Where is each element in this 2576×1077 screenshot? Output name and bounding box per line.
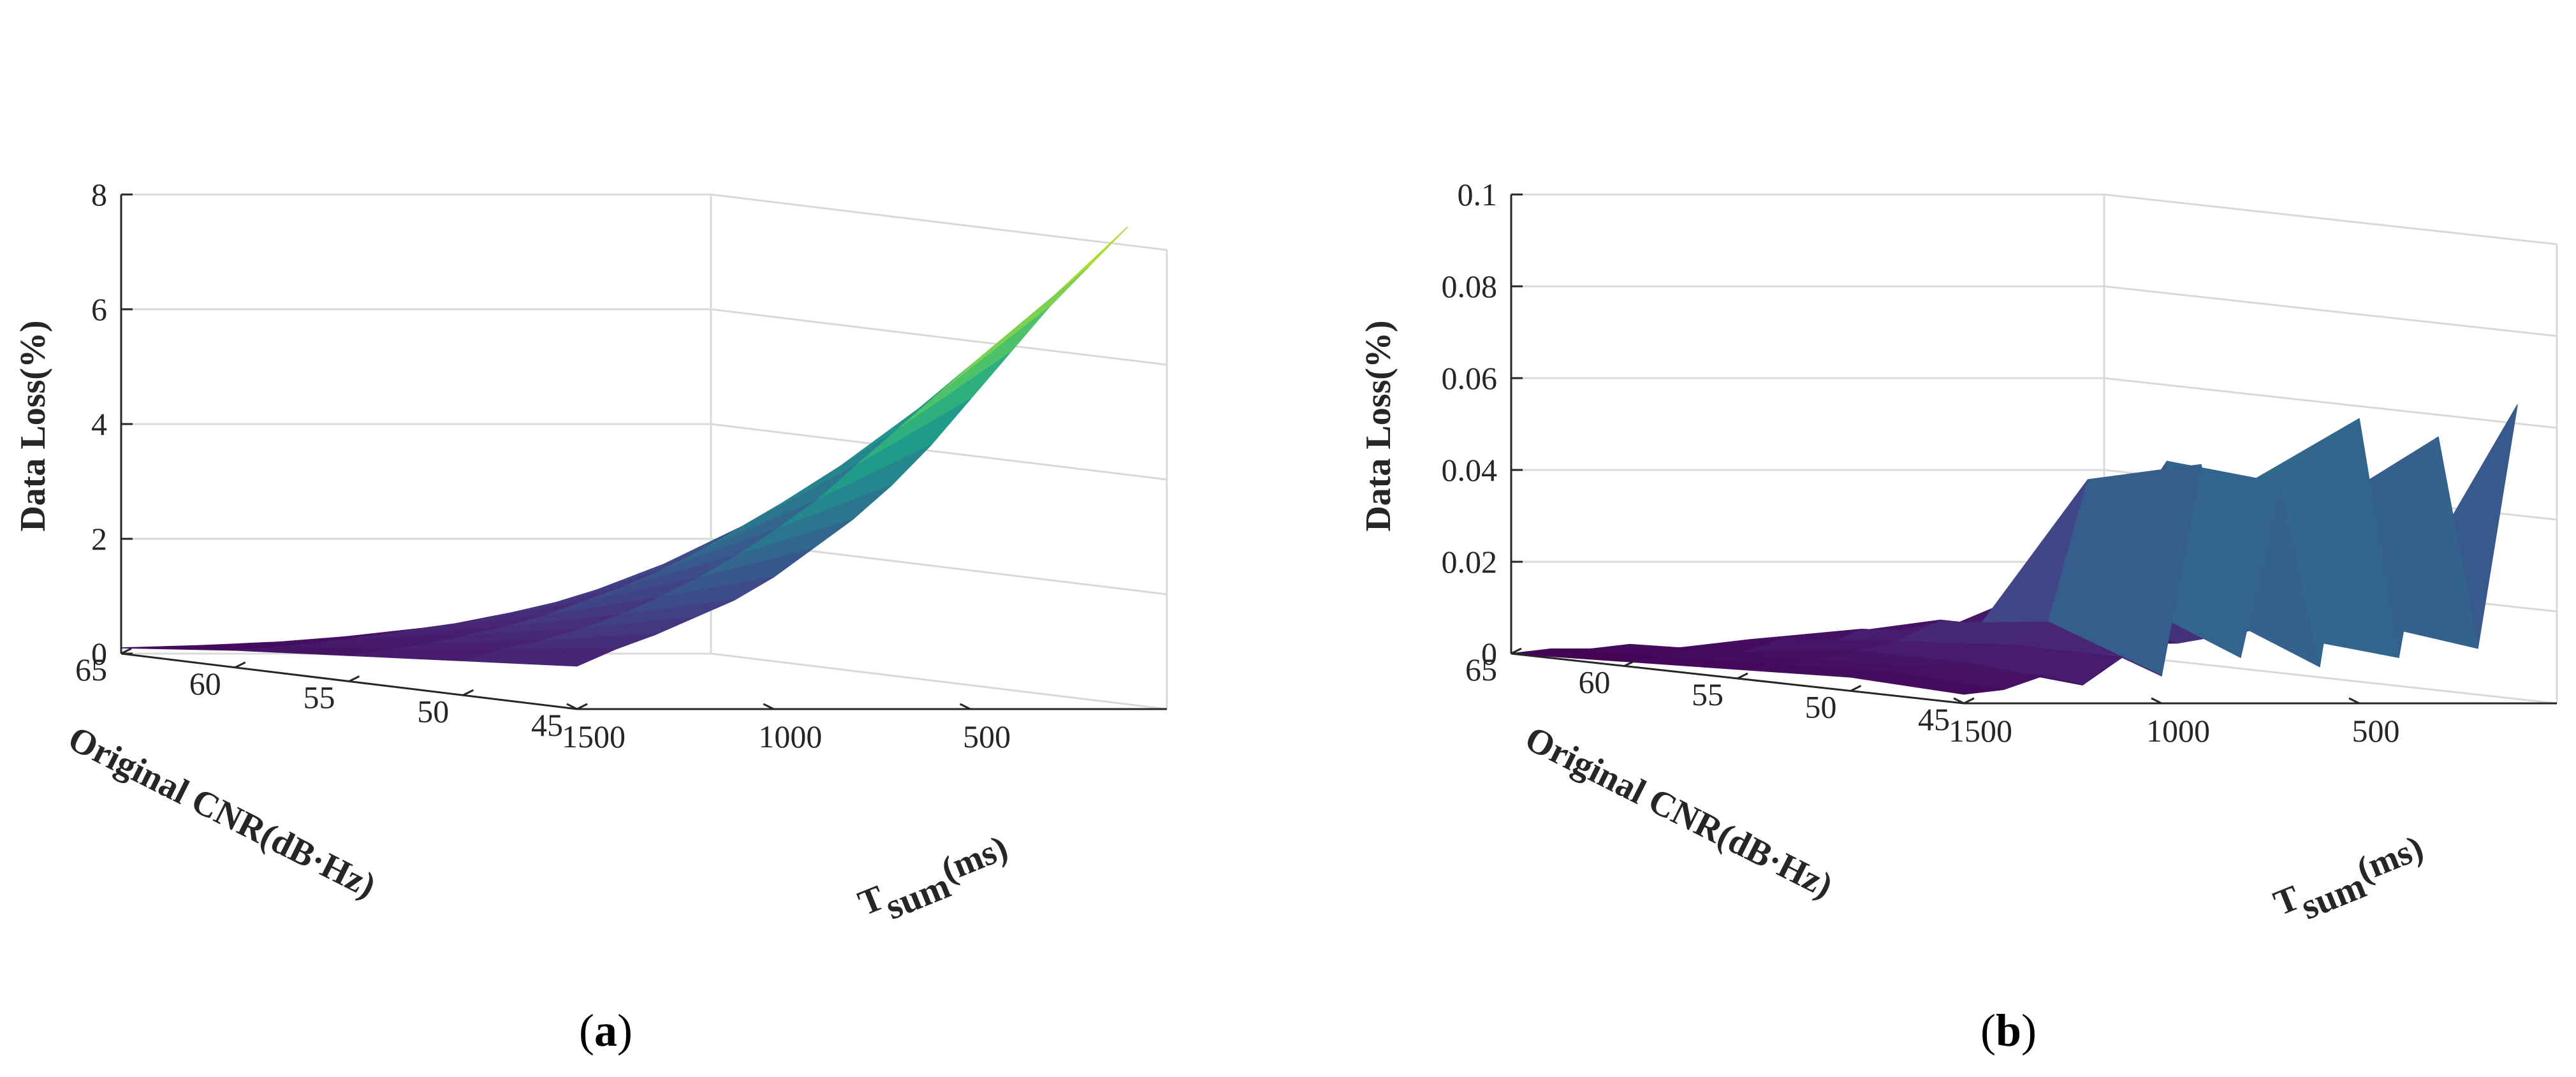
panel-b-surface-patch xyxy=(1850,671,2004,695)
panel-a-x-axis-label: Tsum(ms) xyxy=(853,828,1018,936)
panel-a-x-tick xyxy=(566,703,578,710)
panel-a-z-gridline xyxy=(121,423,1167,481)
panel-b-y-tick-label: 55 xyxy=(1692,677,1723,712)
panel-b-axes: 0 0.02 0.04 0.06 0.08 0.1 45 50 55 60 65 500 1000 150… xyxy=(1442,177,2557,749)
panel-a-surface xyxy=(121,226,1129,667)
panel-a-y-tick-label: 65 xyxy=(75,652,107,687)
panel-b-x-axis-label-unit: (ms) xyxy=(2352,828,2429,890)
panel-b-y-axis-label: Original CNR(dB·Hz) xyxy=(1519,719,1839,906)
panel-a-z-gridline xyxy=(121,193,1167,251)
panel-b-z-gridline xyxy=(1511,377,2558,429)
panel-b-caption: (b) xyxy=(1980,1005,2037,1056)
panel-a-y-tick xyxy=(121,647,132,655)
panel-b-x-tick-label: 1500 xyxy=(1949,713,2012,749)
panel-b-y-tick xyxy=(1511,647,1522,655)
panel-b-x-tick xyxy=(2348,697,2360,705)
panel-a-x-tick xyxy=(763,703,775,710)
panel-a-y-axis-label: Original CNR(dB·Hz) xyxy=(62,719,382,906)
panel-a-y-tick-label: 55 xyxy=(304,680,335,715)
panel-b-z-tick-label: 0.08 xyxy=(1442,268,1498,304)
panel-b-z-tick-label: 0.04 xyxy=(1442,452,1498,488)
panel-a-axes: 0 2 4 6 8 45 50 55 60 65 500 1000 1500 xyxy=(75,177,1167,754)
panel-a-x-tick-label: 1500 xyxy=(562,719,626,754)
panel-a-y-tick xyxy=(462,689,474,696)
panel-b-z-tick-label: 0.02 xyxy=(1442,544,1498,580)
panel-b-y-tick xyxy=(1963,697,1975,705)
panel-a-z-tick-label: 0 xyxy=(91,636,107,671)
panel-a-z-tick-label: 8 xyxy=(91,177,107,212)
panel-a-y-tick xyxy=(235,661,246,669)
panel-b-surface xyxy=(1511,404,2518,695)
panel-a-x-tick-label: 1000 xyxy=(758,719,822,754)
panel-b-y-tick xyxy=(1850,685,1862,692)
panel-b-y-tick xyxy=(1623,660,1636,667)
panel-b-y-tick-label: 50 xyxy=(1805,689,1837,725)
panel-a-surface-patch xyxy=(934,267,1089,398)
panel-b-x-tick xyxy=(2151,697,2162,705)
panel-b-z-tick-label: 0 xyxy=(1481,636,1497,671)
panel-b-y-tick-label: 45 xyxy=(1918,701,1950,737)
panel-a-caption-letter: a xyxy=(594,1005,617,1056)
panel-a-x-axis-label-unit: (ms) xyxy=(936,828,1013,890)
panel-a-surface-patch xyxy=(462,648,617,667)
panel-a-surface-patch xyxy=(856,353,1011,467)
panel-a-y-tick xyxy=(348,675,360,682)
panel-b-z-gridline xyxy=(1511,193,2558,245)
panel-b-caption-letter: b xyxy=(1996,1005,2021,1056)
panel-a-y-tick-label: 45 xyxy=(531,707,563,743)
panel-b-z-axis-label: Data Loss(%) xyxy=(1359,320,1398,531)
panel-a-surface-patch xyxy=(974,226,1129,363)
panel-b-x-tick xyxy=(1953,697,1965,705)
panel-a-caption: (a) xyxy=(579,1005,633,1056)
panel-b: 0 0.02 0.04 0.06 0.08 0.1 45 50 55 60 65 500 1000 150… xyxy=(1359,177,2558,1056)
panel-a-z-tick-label: 6 xyxy=(91,291,107,327)
panel-b-z-tick-label: 0.06 xyxy=(1442,360,1498,396)
panel-b-y-tick xyxy=(1737,672,1748,680)
panel-b-y-tick-label: 60 xyxy=(1579,664,1611,700)
panel-a-z-tick-label: 2 xyxy=(91,521,107,557)
panel-a-z-axis-label: Data Loss(%) xyxy=(13,320,53,531)
panel-b-x-tick-label: 500 xyxy=(2352,713,2400,749)
panel-b-z-gridline xyxy=(1511,285,2558,337)
panel-b-x-tick-label: 1000 xyxy=(2146,713,2210,749)
panel-a-x-tick xyxy=(959,703,971,710)
panel-b-x-axis-label: Tsum(ms) xyxy=(2268,828,2434,936)
panel-a-y-tick xyxy=(576,703,588,710)
panel-a-z-gridline xyxy=(121,652,1167,710)
panel-a-y-tick-label: 60 xyxy=(189,666,221,701)
panel-a-x-tick-label: 500 xyxy=(963,719,1011,754)
panel-b-z-tick-label: 0.1 xyxy=(1458,177,1498,212)
panel-a-surface-patch xyxy=(895,307,1050,432)
panel-a-surface-patch xyxy=(816,399,971,501)
panel-a-z-tick-label: 4 xyxy=(91,406,107,442)
panel-b-y-tick-label: 65 xyxy=(1465,652,1497,687)
panel-a-y-tick-label: 50 xyxy=(417,693,449,729)
